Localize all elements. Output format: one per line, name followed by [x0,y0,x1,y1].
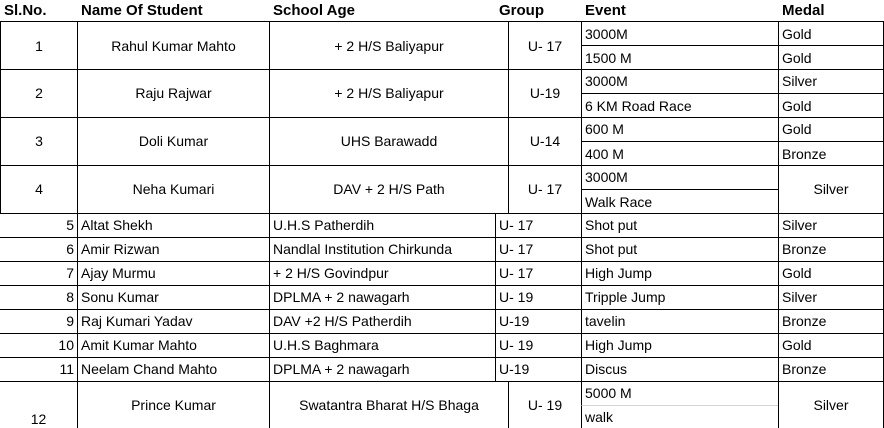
row3-name: Doli Kumar [77,117,269,166]
row9-name: Raj Kumari Yadav [77,309,269,334]
row3-event-1: 600 M [581,117,778,141]
row10-school: U.H.S Baghmara [269,333,495,358]
row2-group: U-19 [508,69,581,118]
row5-slno: 5 [0,213,77,238]
row9-school: DAV +2 H/S Patherdih [269,309,495,334]
row9-event: tavelin [581,309,778,334]
row11-school: DPLMA + 2 nawagarh [269,357,495,382]
row8-slno: 8 [0,285,77,310]
row8-name: Sonu Kumar [77,285,269,310]
row4-school: DAV + 2 H/S Path [269,165,508,214]
row7-medal: Gold [778,261,884,286]
row2-slno: 2 [0,69,77,118]
row7-slno: 7 [0,261,77,286]
row4-event-2: Walk Race [581,189,778,214]
row10-event: High Jump [581,333,778,358]
row5-group: U- 17 [495,213,581,238]
row3-group: U-14 [508,117,581,166]
row10-group: U- 19 [495,333,581,358]
row10-medal: Gold [778,333,884,358]
row7-event: High Jump [581,261,778,286]
row1-event-2: 1500 M [581,45,778,70]
row8-event: Tripple Jump [581,285,778,310]
row5-name: Altat Shekh [77,213,269,238]
row12-event-1: 5000 M [581,381,778,405]
row5-school: U.H.S Patherdih [269,213,495,238]
row3-event-2: 400 M [581,141,778,166]
row7-school: + 2 H/S Govindpur [269,261,495,286]
row1-medal-2: Gold [778,45,884,70]
row12-medal: Silver [778,381,884,428]
row4-medal: Silver [778,165,884,214]
header-name: Name Of Student [81,2,203,19]
row1-school: + 2 H/S Baliyapur [269,21,508,70]
row3-slno: 3 [0,117,77,166]
header-school: School Age [273,2,355,19]
row12-event-2: walk [581,405,778,428]
row3-medal-1: Gold [778,117,884,141]
row8-school: DPLMA + 2 nawagarh [269,285,495,310]
row9-medal: Bronze [778,309,884,334]
row11-slno: 11 [0,357,77,382]
row2-event-1: 3000M [581,69,778,93]
row6-slno: 6 [0,237,77,262]
row11-event: Discus [581,357,778,382]
row12-school: Swatantra Bharat H/S Bhaga [269,381,508,428]
row12-group: U- 19 [508,381,581,428]
row6-name: Amir Rizwan [77,237,269,262]
row1-event-1: 3000M [581,21,778,45]
row1-name: Rahul Kumar Mahto [77,21,269,70]
row9-slno: 9 [0,309,77,334]
row7-name: Ajay Murmu [77,261,269,286]
row11-medal: Bronze [778,357,884,382]
row2-school: + 2 H/S Baliyapur [269,69,508,118]
row11-group: U-19 [495,357,581,382]
row2-medal-1: Silver [778,69,884,93]
header-slno: Sl.No. [4,2,47,19]
row4-name: Neha Kumari [77,165,269,214]
row10-slno: 10 [0,333,77,358]
header-medal: Medal [782,2,825,19]
row1-slno: 1 [0,21,77,70]
row6-event: Shot put [581,237,778,262]
row8-medal: Silver [778,285,884,310]
row4-event-1: 3000M [581,165,778,189]
row2-event-2: 6 KM Road Race [581,93,778,118]
row10-name: Amit Kumar Mahto [77,333,269,358]
row1-medal-1: Gold [778,21,884,45]
row12-slno: 12 [30,411,47,427]
row9-group: U-19 [495,309,581,334]
row6-group: U- 17 [495,237,581,262]
header-group: Group [499,2,544,19]
row3-medal-2: Bronze [778,141,884,166]
row12-name: Prince Kumar [77,381,269,428]
row11-name: Neelam Chand Mahto [77,357,269,382]
row2-medal-2: Gold [778,93,884,118]
row1-group: U- 17 [508,21,581,70]
row4-slno: 4 [0,165,77,214]
row7-group: U- 17 [495,261,581,286]
row6-school: Nandlal Institution Chirkunda [269,237,495,262]
row2-name: Raju Rajwar [77,69,269,118]
row8-group: U- 19 [495,285,581,310]
row6-medal: Bronze [778,237,884,262]
row4-group: U- 17 [508,165,581,214]
row3-school: UHS Barawadd [269,117,508,166]
row5-event: Shot put [581,213,778,238]
row5-medal: Silver [778,213,884,238]
header-event: Event [585,2,626,19]
